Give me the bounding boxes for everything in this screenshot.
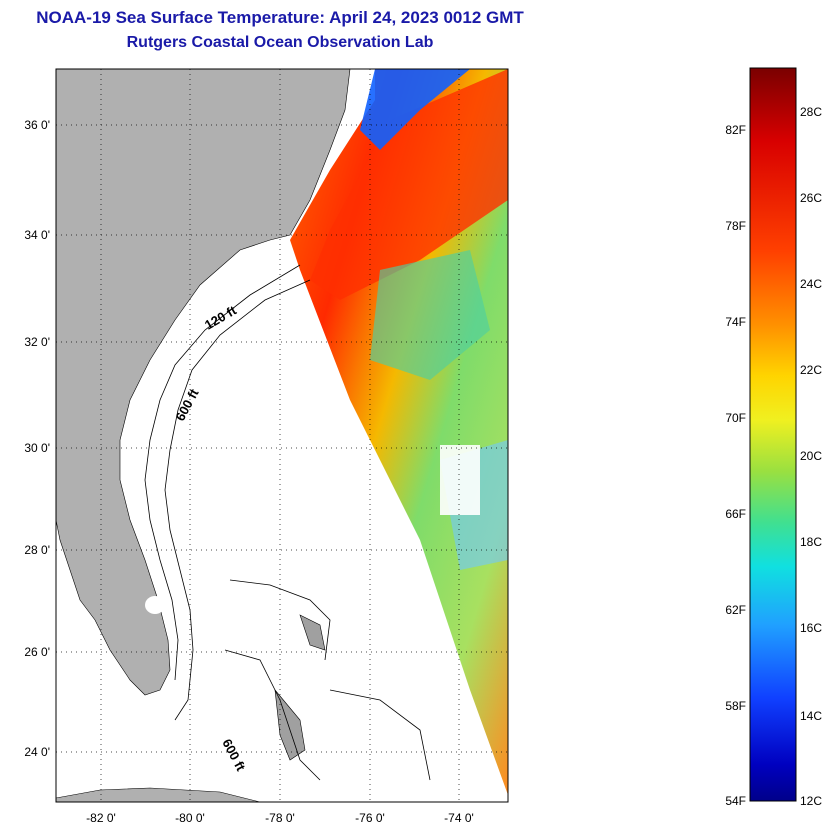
colorbar-f-label: 82F: [725, 123, 746, 137]
colorbar-c-label: 16C: [800, 621, 822, 635]
colorbar: 82F 78F 74F 70F 66F 62F 58F 54F 28C 26C …: [725, 67, 822, 808]
lat-tick-label: 34 0': [24, 228, 50, 242]
colorbar-f-label: 62F: [725, 603, 746, 617]
lat-tick-label: 26 0': [24, 645, 50, 659]
lon-tick-label: -74 0': [444, 811, 474, 825]
lat-tick-label: 36 0': [24, 118, 50, 132]
land-bahamas-2: [299, 614, 326, 651]
gridlines: [56, 69, 508, 802]
lon-tick-label: -82 0': [86, 811, 116, 825]
colorbar-c-label: 28C: [800, 105, 822, 119]
colorbar-gradient: [749, 67, 797, 802]
colorbar-c-label: 20C: [800, 449, 822, 463]
colorbar-c-label: 26C: [800, 191, 822, 205]
lon-tick-label: -76 0': [355, 811, 385, 825]
colorbar-c-label: 12C: [800, 794, 822, 808]
colorbar-f-label: 54F: [725, 794, 746, 808]
lat-tick-label: 30 0': [24, 441, 50, 455]
colorbar-f-label: 70F: [725, 411, 746, 425]
lon-tick-label: -80 0': [175, 811, 205, 825]
colorbar-f-label: 74F: [725, 315, 746, 329]
colorbar-c-label: 22C: [800, 363, 822, 377]
lat-tick-label: 28 0': [24, 543, 50, 557]
contour-120ft: [144, 264, 301, 681]
map-subtitle: Rutgers Coastal Ocean Observation Lab: [126, 34, 434, 51]
lake-okeechobee: [145, 596, 165, 614]
colorbar-f-label: 58F: [725, 699, 746, 713]
gulf-stream-band: [310, 69, 508, 300]
colorbar-c-label: 24C: [800, 277, 822, 291]
cool-patch-1: [370, 250, 490, 380]
land-southeast-us: [56, 69, 351, 696]
cool-patch-2: [360, 69, 470, 150]
lat-tick-label: 32 0': [24, 335, 50, 349]
land-cuba: [56, 787, 261, 802]
colorbar-c-label: 14C: [800, 709, 822, 723]
cloud-gap: [440, 445, 480, 515]
colorbar-c-label: 18C: [800, 535, 822, 549]
contour-600ft: [164, 279, 311, 721]
colorbar-f-label: 78F: [725, 219, 746, 233]
lat-tick-label: 24 0': [24, 745, 50, 759]
map-title: NOAA-19 Sea Surface Temperature: April 2…: [36, 8, 524, 27]
colorbar-f-label: 66F: [725, 507, 746, 521]
map-frame: [55, 68, 509, 803]
lon-tick-label: -78 0': [265, 811, 295, 825]
